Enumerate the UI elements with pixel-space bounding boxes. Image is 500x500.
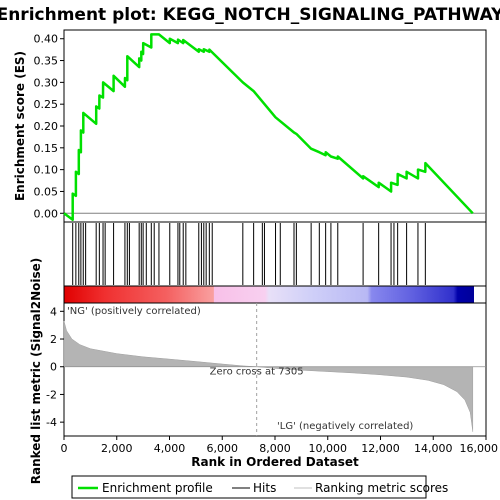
legend-enrichment-label: Enrichment profile: [102, 481, 213, 495]
x-tick-label: 10,000: [309, 442, 348, 455]
x-tick-label: 2,000: [101, 442, 133, 455]
legend-box: [71, 475, 427, 499]
x-tick-label: 6,000: [207, 442, 239, 455]
x-tick-label: 16,000: [460, 442, 499, 455]
legend-ranking-label: Ranking metric scores: [315, 481, 448, 495]
rank-colorbar: [63, 285, 487, 304]
metric-panel: 4 2 0 -2 -4 0 2,000 4,000 6,000 8,000 10,000 12,00…: [46, 302, 499, 455]
x-tick-label: 14,000: [414, 442, 453, 455]
metric-tick-label: -4: [46, 416, 57, 429]
chart-title: Enrichment plot: KEGG_NOTCH_SIGNALING_PA…: [0, 5, 500, 25]
es-curve: [63, 33, 474, 222]
metric-area: [63, 320, 474, 432]
x-tick-label: 12,000: [361, 442, 400, 455]
legend: Enrichment profile Hits Ranking metric s…: [71, 475, 448, 499]
es-tick-label: 0.40: [34, 33, 59, 46]
hits-panel-frame: [63, 221, 487, 287]
x-axis-title: Rank in Ordered Dataset: [191, 455, 359, 469]
es-axis-title: Enrichment score (ES): [13, 51, 27, 201]
legend-hits-label: Hits: [253, 481, 276, 495]
es-tick-label: 0.25: [34, 98, 59, 111]
es-panel: 0.00 0.05 0.10 0.15 0.20 0.25 0.30 0.35 0.40: [34, 29, 487, 223]
x-tick-label: 4,000: [154, 442, 186, 455]
metric-axis-title: Ranked list metric (Signal2Noise): [29, 258, 43, 485]
es-tick-label: 0.30: [34, 76, 59, 89]
es-tick-label: 0.20: [34, 120, 59, 133]
es-tick-label: 0.05: [34, 185, 59, 198]
zero-cross-label: Zero cross at 7305: [210, 367, 304, 378]
metric-tick-label: -2: [46, 388, 57, 401]
neg-correlated-label: 'LG' (negatively correlated): [277, 421, 413, 432]
metric-tick-label: 0: [50, 361, 57, 374]
es-tick-label: 0.15: [34, 142, 59, 155]
es-tick-label: 0.00: [34, 207, 59, 220]
es-tick-label: 0.10: [34, 164, 59, 177]
x-tick-label: 8,000: [259, 442, 291, 455]
metric-tick-label: 2: [50, 333, 57, 346]
x-tick-label: 0: [61, 442, 68, 455]
metric-tick-label: 4: [50, 305, 57, 318]
rank-gradient: [64, 286, 474, 303]
es-tick-label: 0.35: [34, 55, 59, 68]
hits-panel: [63, 221, 487, 287]
pos-correlated-label: 'NG' (positively correlated): [67, 306, 201, 317]
